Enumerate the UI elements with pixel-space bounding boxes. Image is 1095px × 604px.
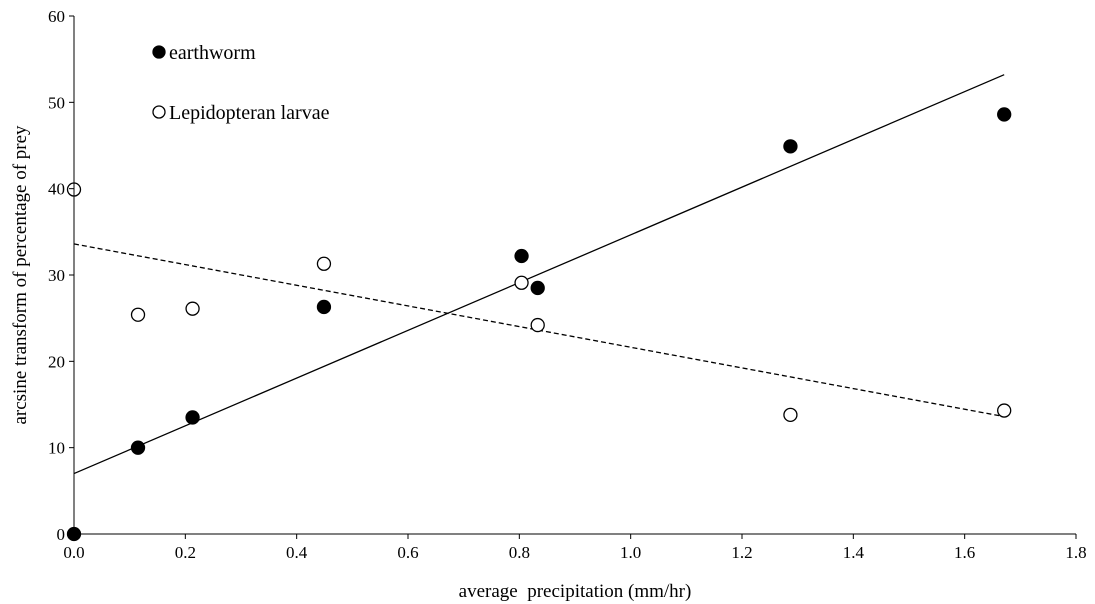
x-ticks: 0.0 0.2 0.4 0.6 0.8 1.0 1.2 1.4 1.6 1.8 (63, 534, 1087, 562)
y-tick-label: 30 (48, 266, 65, 285)
point-earthworm (530, 280, 545, 296)
legend-label-lepidopteran-larvae: Lepidopteran larvae (169, 102, 330, 124)
x-tick-label: 1.8 (1065, 543, 1086, 562)
axes (73, 16, 1076, 535)
x-tick-label: 1.2 (731, 543, 752, 562)
point-earthworm (783, 139, 798, 154)
x-tick-label: 1.0 (620, 543, 641, 562)
point-earthworm (185, 410, 200, 425)
y-tick-label: 10 (48, 439, 65, 458)
x-tick-label: 0.8 (509, 543, 530, 562)
y-tick-label: 40 (48, 180, 65, 199)
y-ticks: 0 10 20 30 40 50 60 (48, 7, 74, 544)
legend: earthworm Lepidopteran larvae (152, 42, 330, 124)
point-earthworm (997, 107, 1012, 122)
trendline-earthworm (73, 74, 1005, 475)
point-earthworm (514, 248, 529, 264)
point-lepidopteran-larvae (783, 407, 798, 423)
y-tick-label: 0 (57, 525, 66, 544)
point-lepidopteran-larvae (316, 256, 332, 271)
y-axis-title: arcsine transform of percentage of prey (10, 125, 31, 425)
point-lepidopteran-larvae (185, 301, 200, 316)
legend-marker-earthworm (152, 45, 166, 59)
x-tick-label: 0.2 (175, 543, 196, 562)
point-earthworm (316, 299, 332, 315)
plot-area (66, 74, 1012, 542)
y-tick-label: 50 (48, 93, 65, 112)
point-lepidopteran-larvae (997, 403, 1012, 418)
point-lepidopteran-larvae (514, 275, 529, 290)
legend-label-earthworm: earthworm (169, 42, 256, 64)
legend-marker-lepidopteran-larvae (152, 105, 166, 119)
x-axis-title: average precipitation (mm/hr) (459, 581, 692, 602)
point-lepidopteran-larvae (130, 307, 146, 322)
x-tick-label: 1.4 (843, 543, 865, 562)
x-tick-label: 1.6 (954, 543, 975, 562)
point-lepidopteran-larvae (530, 317, 545, 333)
y-tick-label: 20 (48, 352, 65, 371)
x-tick-label: 0.0 (63, 543, 84, 562)
y-tick-label: 60 (48, 7, 65, 26)
x-tick-label: 0.6 (397, 543, 418, 562)
point-earthworm (130, 440, 146, 455)
x-tick-label: 0.4 (286, 543, 308, 562)
